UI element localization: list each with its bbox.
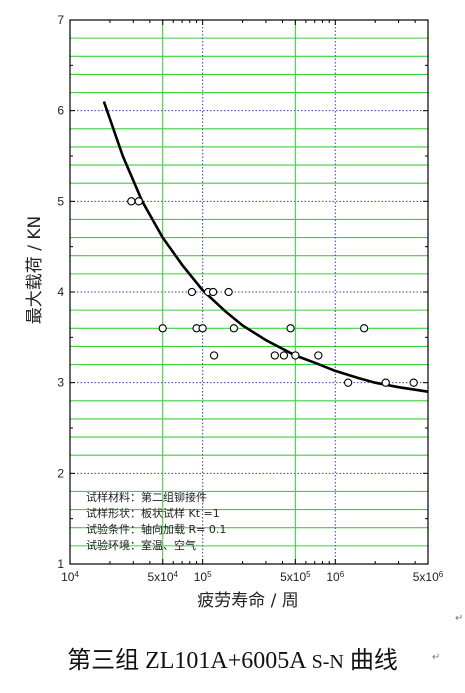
data-point [229,324,239,333]
caption-sn: S-N [306,651,344,673]
data-point [291,351,300,360]
annotation-box: 试样材料：第二组铆接件 试样形状：板状试样 Kt =1 试验条件：轴向加载 R=… [86,490,226,552]
x-tick-label: 5x105 [280,570,311,585]
x-tick-label: 104 [61,570,79,585]
data-point [343,378,353,387]
x-axis-label: 疲劳寿命 / 周 [197,591,299,611]
data-point [187,287,197,297]
x-tick-label: 5x106 [413,570,444,585]
y-tick-label: 7 [57,13,64,27]
figure-caption: 第三组 ZL101A+6005A S-N 曲线 [0,640,465,675]
y-tick-label: 2 [57,466,64,480]
x-tick-label: 5x104 [147,570,178,585]
annotation-line: 试样材料：第二组铆接件 [86,490,207,504]
data-point [409,378,418,387]
data-point [198,324,207,333]
y-tick-label: 5 [57,194,64,208]
data-point [209,351,219,360]
data-point [279,351,289,360]
y-tick-label: 1 [57,557,64,571]
data-point [127,197,136,206]
paragraph-mark: ↵ [432,652,441,663]
data-point [158,324,167,333]
data-point [208,287,218,297]
paragraph-mark-corner: ↵ [455,613,464,624]
fit-curve [102,101,429,393]
data-point [286,324,295,333]
annotation-line: 试样形状：板状试样 Kt =1 [86,506,220,520]
y-axis-label: 最大载荷 / KN [25,216,45,324]
data-point [224,287,233,297]
data-point [270,351,279,360]
data-point [381,378,390,387]
data-points [127,197,418,387]
caption-code: ZL101A+6005A [145,648,307,674]
data-point [134,197,143,206]
x-tick-label: 106 [326,570,344,585]
data-point [359,324,369,333]
y-tick-label: 4 [57,285,64,299]
x-tick-label: 105 [194,570,212,585]
annotation-line: 试验环境：室温、空气 [86,538,196,552]
sn-chart: 1 2 3 4 5 6 7 104 5x104 105 5x105 106 5x106 最大载荷 / K… [25,13,444,611]
caption-suffix: 曲线 [343,648,398,674]
y-tick-label: 6 [57,104,64,118]
axis-ticks: 1 2 3 4 5 6 7 104 5x104 105 5x105 106 5x106 [57,13,443,584]
y-tick-label: 3 [57,376,64,390]
annotation-line: 试验条件：轴向加载 R= 0.1 [86,522,226,536]
data-point [314,351,323,360]
caption-prefix: 第三组 [67,648,146,674]
grid [70,20,428,564]
